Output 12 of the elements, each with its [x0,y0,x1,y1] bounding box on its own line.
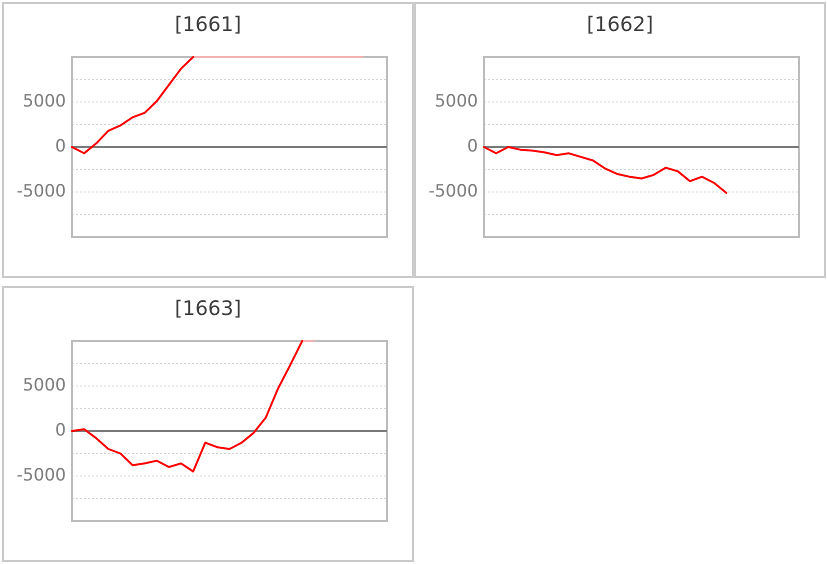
y-tick-label: -5000 [16,181,66,202]
y-tick-label: -5000 [428,181,478,202]
chart-title: [1661] [174,12,242,36]
y-tick-label: 0 [55,420,66,440]
y-tick-label: 0 [55,136,66,156]
chart-title: [1663] [174,296,242,320]
y-tick-label: 5000 [22,91,66,112]
y-tick-label: 5000 [434,91,478,112]
y-tick-label: 5000 [22,375,66,396]
y-tick-label: 0 [467,136,478,156]
y-tick-label: -5000 [16,465,66,486]
chart-title: [1662] [586,12,654,36]
